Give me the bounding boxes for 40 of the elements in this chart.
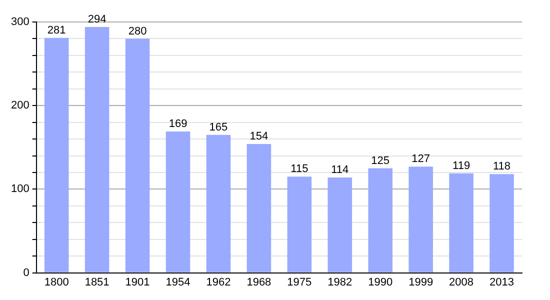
- data-label: 169: [168, 118, 188, 130]
- data-label: 294: [88, 14, 106, 26]
- x-tick-label: 1968: [246, 276, 272, 288]
- data-label: 115: [290, 163, 308, 176]
- x-tick-label: 1954: [166, 276, 190, 288]
- x-tick-label: 1982: [328, 276, 352, 288]
- data-label: 119: [452, 160, 470, 172]
- y-tick-label: 100: [10, 183, 30, 196]
- bar: [166, 132, 190, 272]
- x-tick-label: 1901: [125, 276, 150, 288]
- data-label: 154: [250, 130, 268, 143]
- bar: [84, 27, 110, 272]
- x-tick-label: 1962: [206, 276, 231, 288]
- y-tick-label: 300: [10, 16, 30, 28]
- x-tick-label: 1851: [84, 276, 110, 288]
- x-tick-label: 1975: [287, 276, 312, 288]
- x-tick-label: 1990: [368, 276, 393, 288]
- x-tick-label: 1800: [44, 276, 69, 288]
- data-label: 281: [47, 24, 66, 36]
- data-label: 127: [412, 153, 430, 166]
- data-label: 125: [371, 154, 390, 167]
- bar: [328, 177, 352, 272]
- y-tick-label: 200: [10, 100, 30, 112]
- bar: [246, 144, 272, 272]
- data-label: 280: [128, 25, 147, 38]
- data-label: 118: [492, 160, 511, 173]
- bar: [408, 166, 433, 272]
- x-tick-label: 1999: [408, 276, 434, 288]
- bar: [368, 168, 392, 272]
- bar: [287, 176, 312, 272]
- data-label: 165: [209, 121, 228, 134]
- bar: [44, 38, 69, 272]
- bar: [449, 173, 474, 272]
- y-tick-label: 0: [23, 266, 30, 279]
- bar: [125, 38, 150, 272]
- x-tick-label: 2008: [449, 276, 474, 288]
- x-tick-label: 2013: [490, 276, 514, 288]
- bar: [206, 134, 231, 272]
- data-label: 114: [331, 164, 349, 176]
- bar: [490, 174, 514, 272]
